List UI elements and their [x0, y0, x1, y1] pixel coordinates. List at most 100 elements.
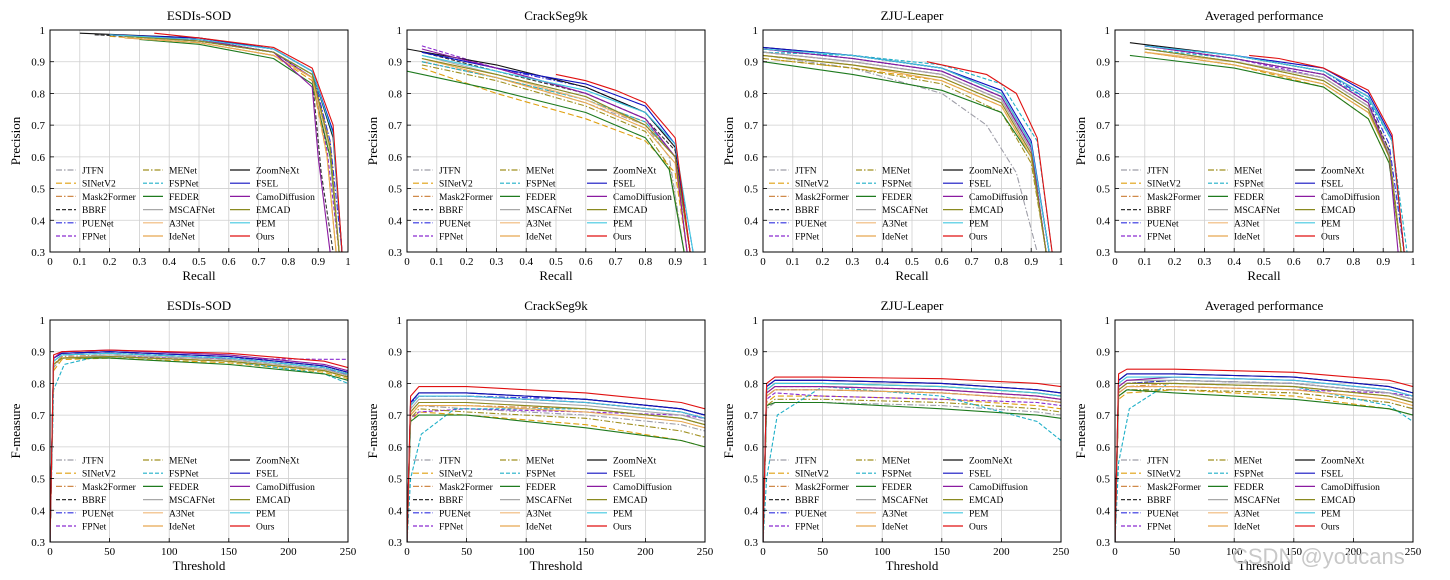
legend-label: Mask2Former: [439, 193, 494, 203]
tick-label-y: 0.7: [388, 410, 402, 422]
chart-title: ESDIs-SOD: [167, 8, 231, 23]
tick-label-y: 0.5: [388, 474, 402, 486]
tick-label-x: 0.8: [995, 256, 1009, 268]
tick-label-x: 50: [1169, 546, 1181, 558]
legend-label: MSCAFNet: [882, 496, 928, 506]
tick-label-x: 0.3: [846, 256, 860, 268]
legend-label: Ours: [256, 233, 275, 243]
legend: JTFN SINetV2 Mask2Former BBRF PUENet FPNet MEN…: [769, 167, 1028, 243]
series-line-ours: [1249, 54, 1405, 252]
tick-label-x: 1: [1058, 256, 1064, 268]
series-group: [1115, 368, 1413, 542]
legend-label: PEM: [969, 509, 989, 519]
legend-label: A3Net: [1234, 219, 1260, 229]
series-line-mscafnet: [1144, 48, 1402, 252]
legend: JTFN SINetV2 Mask2Former BBRF PUENet FPNet MEN…: [413, 457, 672, 533]
tick-label-y: 0.9: [1096, 347, 1110, 359]
legend-label: MENet: [526, 167, 554, 177]
tick-label-y: 0.4: [1096, 215, 1110, 227]
chart-panel: 0 0.1 0.2 0.3 0.4 0.5 0.6 0.7 0.8 0.9 1 0.3 0.4 0.5 0.…: [1073, 8, 1416, 283]
legend-label: FSEL: [1321, 180, 1343, 190]
series-line-idenet: [1144, 51, 1402, 252]
tick-label-x: 0.8: [282, 256, 296, 268]
tick-label-x: 200: [1345, 546, 1362, 558]
series-group: [50, 349, 348, 542]
tick-label-x: 1: [702, 256, 708, 268]
y-axis-label: Precision: [8, 116, 23, 165]
plot-frame: [1114, 319, 1414, 543]
legend-label: SINetV2: [1147, 180, 1181, 190]
y-axis-label: Precision: [721, 116, 736, 165]
legend-label: BBRF: [439, 496, 463, 506]
legend-label: IdeNet: [169, 233, 195, 243]
series-line-ours: [154, 32, 343, 252]
chart-title: ZJU-Leaper: [881, 298, 944, 313]
legend-label: SINetV2: [795, 470, 829, 480]
legend-label: FEDER: [882, 193, 913, 203]
legend-label: A3Net: [526, 219, 552, 229]
legend-label: FSEL: [1321, 470, 1343, 480]
legend-label: ZoomNeXt: [613, 167, 657, 177]
legend-label: FSPNet: [169, 180, 199, 190]
chart-title: Averaged performance: [1205, 298, 1324, 313]
legend-label: CamoDiffusion: [969, 192, 1028, 203]
legend-label: PUENet: [82, 509, 114, 519]
legend-label: FEDER: [169, 483, 200, 493]
legend-label: PUENet: [795, 509, 827, 519]
legend: JTFN SINetV2 Mask2Former BBRF PUENet FPNet MEN…: [1121, 167, 1380, 243]
tick-label-y: 0.8: [1096, 378, 1110, 390]
legend-label: BBRF: [1147, 206, 1171, 216]
legend-label: MENet: [169, 167, 197, 177]
tick-label-x: 0.5: [549, 256, 563, 268]
tick-label-y: 0.3: [1096, 247, 1110, 259]
series-line-camodiffusion: [1144, 45, 1399, 252]
legend-label: BBRF: [82, 496, 106, 506]
tick-label-x: 0: [760, 546, 766, 558]
tick-label-y: 0.8: [388, 88, 402, 100]
legend-label: Ours: [1321, 523, 1340, 533]
tick-label-x: 0: [47, 256, 53, 268]
legend-label: FSPNet: [526, 180, 556, 190]
tick-label-x: 200: [280, 546, 297, 558]
legend-label: IdeNet: [1234, 233, 1260, 243]
legend-label: JTFN: [82, 167, 104, 177]
tick-label-y: 0.9: [744, 57, 758, 69]
legend-label: PUENet: [1147, 219, 1179, 229]
tick-label-x: 100: [874, 546, 891, 558]
legend-label: MENet: [1234, 167, 1262, 177]
tick-label-y: 0.6: [31, 442, 45, 454]
series-group: [1129, 42, 1408, 252]
series-line-jtfn: [763, 401, 1061, 542]
legend-label: FSPNet: [882, 470, 912, 480]
legend-label: FSEL: [256, 470, 278, 480]
legend-label: SINetV2: [82, 180, 116, 190]
x-axis-label: Recall: [539, 268, 573, 283]
tick-label-x: 0.2: [1168, 256, 1182, 268]
tick-label-x: 0: [760, 256, 766, 268]
series-line-menet: [763, 57, 1047, 252]
legend-label: IdeNet: [1234, 523, 1260, 533]
tick-label-y: 0.5: [1096, 184, 1110, 196]
tick-label-x: 150: [934, 546, 951, 558]
tick-label-x: 0.5: [1257, 256, 1271, 268]
legend-label: JTFN: [1147, 167, 1169, 177]
legend-label: IdeNet: [526, 523, 552, 533]
tick-label-y: 0.8: [388, 378, 402, 390]
legend-label: Ours: [1321, 233, 1340, 243]
legend-label: IdeNet: [882, 233, 908, 243]
legend-label: MSCAFNet: [1234, 206, 1280, 216]
tick-label-y: 1: [753, 25, 759, 37]
legend-label: Ours: [969, 233, 988, 243]
series-line-fsel: [109, 34, 343, 252]
tick-label-y: 0.3: [388, 537, 402, 549]
legend-label: PUENet: [439, 509, 471, 519]
legend-label: ZoomNeXt: [969, 457, 1013, 467]
legend-label: ZoomNeXt: [613, 457, 657, 467]
legend-label: A3Net: [169, 509, 195, 519]
tick-label-y: 0.7: [744, 120, 758, 132]
series-line-idenet: [124, 37, 337, 252]
legend-label: MSCAFNet: [1234, 496, 1280, 506]
tick-label-y: 0.6: [1096, 442, 1110, 454]
legend-label: FPNet: [439, 523, 464, 533]
legend-label: ZoomNeXt: [1321, 167, 1365, 177]
